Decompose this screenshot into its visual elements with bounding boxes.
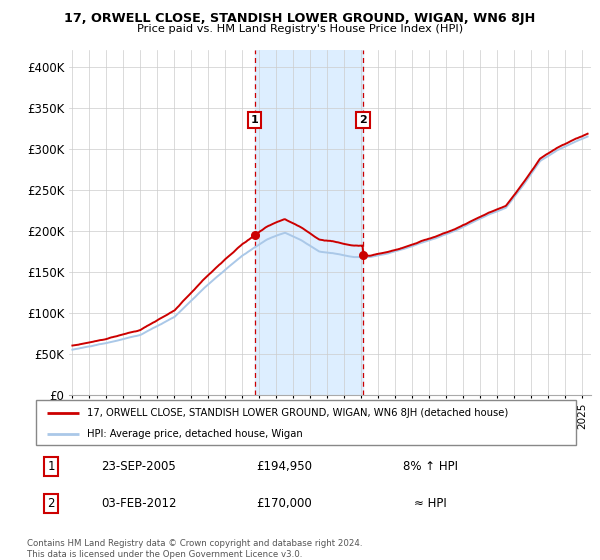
Text: 03-FEB-2012: 03-FEB-2012 bbox=[101, 497, 176, 510]
Text: Price paid vs. HM Land Registry's House Price Index (HPI): Price paid vs. HM Land Registry's House … bbox=[137, 24, 463, 34]
Text: 2: 2 bbox=[47, 497, 55, 510]
Text: Contains HM Land Registry data © Crown copyright and database right 2024.
This d: Contains HM Land Registry data © Crown c… bbox=[27, 539, 362, 559]
Bar bbox=[255, 50, 363, 395]
Text: £170,000: £170,000 bbox=[257, 497, 312, 510]
Text: HPI: Average price, detached house, Wigan: HPI: Average price, detached house, Wiga… bbox=[88, 429, 303, 439]
Text: ≈ HPI: ≈ HPI bbox=[414, 497, 446, 510]
Text: 2: 2 bbox=[359, 115, 367, 125]
FancyBboxPatch shape bbox=[36, 400, 576, 445]
Text: £194,950: £194,950 bbox=[256, 460, 313, 473]
Text: 1: 1 bbox=[251, 115, 259, 125]
Text: 17, ORWELL CLOSE, STANDISH LOWER GROUND, WIGAN, WN6 8JH: 17, ORWELL CLOSE, STANDISH LOWER GROUND,… bbox=[64, 12, 536, 25]
Text: 8% ↑ HPI: 8% ↑ HPI bbox=[403, 460, 458, 473]
Text: 1: 1 bbox=[47, 460, 55, 473]
Text: 17, ORWELL CLOSE, STANDISH LOWER GROUND, WIGAN, WN6 8JH (detached house): 17, ORWELL CLOSE, STANDISH LOWER GROUND,… bbox=[88, 408, 509, 418]
Text: 23-SEP-2005: 23-SEP-2005 bbox=[101, 460, 176, 473]
